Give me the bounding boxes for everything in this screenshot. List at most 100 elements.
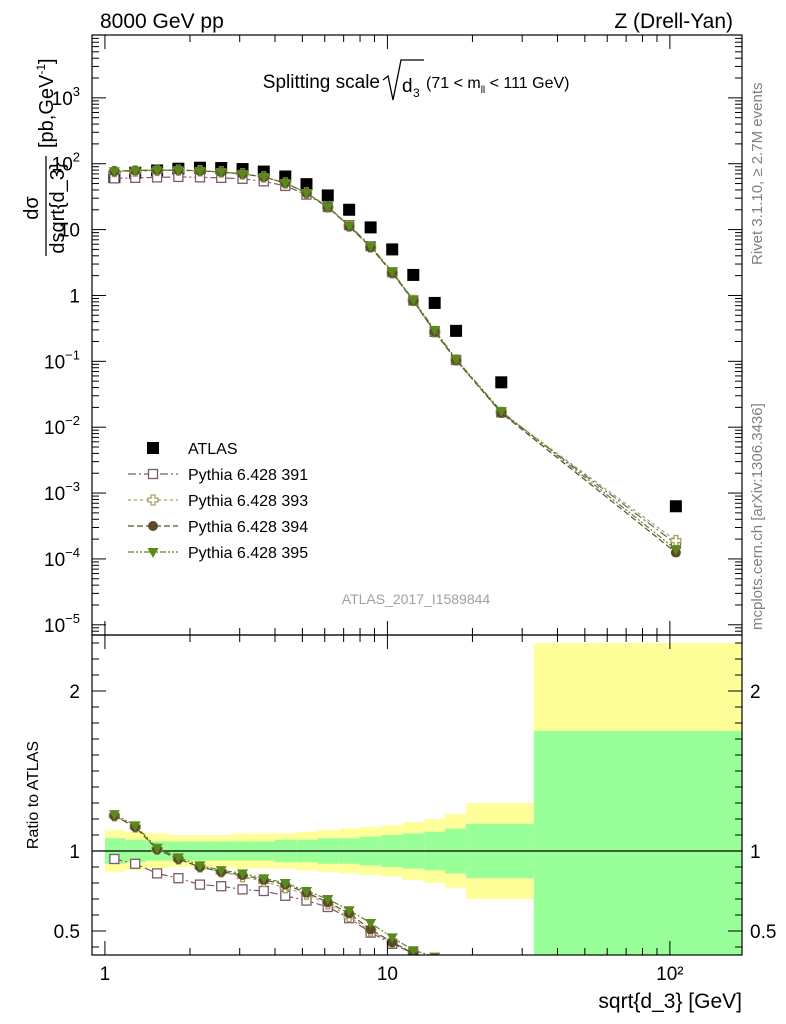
legend-marker — [147, 468, 159, 480]
data-point — [129, 166, 141, 177]
plot-title-range-post: < 111 GeV) — [485, 75, 569, 92]
y-label-unit: [pb,GeV-1] — [34, 58, 58, 148]
y-axis-label-ratio: Ratio to ATLAS — [25, 741, 42, 849]
axis-tick-labels: 1 10 10² 10−5 10−4 10−3 10−2 10−1 1 10 102 103 0.5 0.… — [44, 84, 776, 985]
plot-title-var: d — [402, 76, 413, 97]
data-point — [429, 325, 441, 336]
ratio-point — [129, 821, 141, 832]
data-point — [495, 407, 507, 418]
ratio-point — [151, 868, 163, 879]
ratio-series-pythia-6-428-395 — [108, 810, 441, 955]
axis-ticks — [91, 34, 742, 955]
legend-item-pythia-6-428-394: Pythia 6.428 394 — [128, 519, 308, 536]
ratio-point — [151, 843, 163, 854]
y-tick-label: 10−3 — [44, 479, 80, 505]
data-point — [450, 324, 463, 337]
ratio-point — [430, 958, 440, 968]
legend-item-pythia-6-428-391: Pythia 6.428 391 — [128, 467, 308, 484]
plot-title: Splitting scale d 3 (71 < mll < 111 GeV) — [263, 59, 569, 101]
y-tick-label: 10−1 — [44, 347, 80, 373]
y-label-unit-sup: -1 — [34, 64, 48, 75]
ratio-point — [430, 959, 439, 968]
legend-item-pythia-6-428-395: Pythia 6.428 395 — [128, 545, 308, 562]
ratio-point — [215, 866, 227, 877]
ratio-point — [322, 895, 334, 905]
ratio-point — [130, 858, 141, 869]
data-point — [108, 167, 120, 178]
data-point — [322, 203, 334, 214]
legend-item-pythia-6-428-393: Pythia 6.428 393 — [128, 493, 308, 510]
legend-label: Pythia 6.428 394 — [188, 519, 308, 536]
y-label-numerator: dσ — [21, 196, 43, 220]
main-panel-series — [108, 161, 682, 558]
y-tick-label: 10 — [59, 221, 80, 242]
legend-label: ATLAS — [188, 441, 238, 458]
legend: ATLAS Pythia 6.428 391 Pythia 6.428 393 Pyt… — [128, 441, 308, 562]
data-point — [343, 221, 355, 232]
ratio-y-tick-label-left: 0.5 — [54, 922, 80, 943]
series-atlas — [108, 161, 682, 513]
y-axis-label-main: dσ dsqrt{d_3} [pb,GeV-1] — [21, 58, 69, 256]
legend-marker — [147, 548, 159, 558]
data-point — [386, 243, 399, 256]
legend-marker — [147, 442, 159, 454]
legend-item-atlas: ATLAS — [147, 441, 238, 458]
legend-label: Pythia 6.428 391 — [188, 467, 308, 484]
ratio-point — [365, 919, 377, 929]
band-inner-bin — [533, 731, 742, 955]
plot-title-range-pre: (71 < m — [426, 75, 481, 92]
ratio-line — [114, 858, 419, 955]
data-point — [194, 166, 206, 177]
series-line — [114, 176, 677, 545]
ratio-point — [429, 952, 441, 955]
ratio-point — [194, 861, 206, 872]
data-point — [321, 189, 334, 202]
ratio-y-tick-label-right: 1 — [750, 842, 761, 863]
plot-title-range: (71 < mll < 111 GeV) — [426, 75, 569, 96]
data-point — [428, 296, 441, 309]
y-tick-label: 10−2 — [44, 413, 80, 439]
y-label-denominator: dsqrt{d_3} — [47, 162, 69, 254]
data-point — [172, 166, 184, 177]
series-pythia-6-428-391 — [109, 171, 682, 549]
ratio-point — [172, 853, 184, 864]
data-point — [279, 178, 291, 189]
ratio-uncertainty-bands — [92, 643, 742, 955]
data-point — [258, 172, 270, 183]
ratio-point — [430, 958, 440, 968]
ratio-point — [386, 933, 398, 944]
data-point — [386, 267, 398, 278]
plot-title-range-sub: ll — [481, 85, 485, 96]
y-tick-label: 103 — [52, 84, 80, 110]
ratio-point — [173, 873, 184, 884]
ratio-y-tick-label-right: 2 — [750, 682, 761, 703]
analysis-watermark: ATLAS_2017_I1589844 — [342, 591, 491, 607]
ratio-point — [194, 879, 206, 890]
data-point — [365, 242, 377, 253]
data-point — [450, 355, 462, 366]
plot-title-var-sub: 3 — [413, 86, 420, 100]
data-point — [300, 178, 313, 191]
x-tick-label: 10 — [377, 964, 398, 985]
header-right: Z (Drell-Yan) — [614, 10, 733, 33]
ratio-y-tick-label-left: 1 — [69, 842, 80, 863]
rivet-label: Rivet 3.1.10, ≥ 2.7M events — [749, 83, 766, 266]
ratio-line — [114, 813, 432, 955]
y-tick-label: 10−4 — [44, 545, 80, 571]
y-tick-label: 1 — [69, 286, 80, 307]
header-left: 8000 GeV pp — [100, 10, 224, 33]
ratio-point — [108, 810, 120, 821]
data-point — [237, 169, 249, 180]
ratio-panel-series — [108, 810, 441, 968]
series-pythia-6-428-393 — [108, 164, 682, 547]
ratio-point — [279, 879, 291, 889]
ratio-point — [365, 924, 376, 935]
ratio-y-tick-label-left: 2 — [69, 682, 80, 703]
x-tick-label: 10² — [656, 964, 683, 985]
data-point — [215, 167, 227, 178]
legend-marker — [148, 521, 158, 531]
data-point — [669, 500, 682, 513]
y-label-unit-post: ] — [36, 58, 58, 64]
ratio-y-tick-label-right: 0.5 — [750, 922, 776, 943]
